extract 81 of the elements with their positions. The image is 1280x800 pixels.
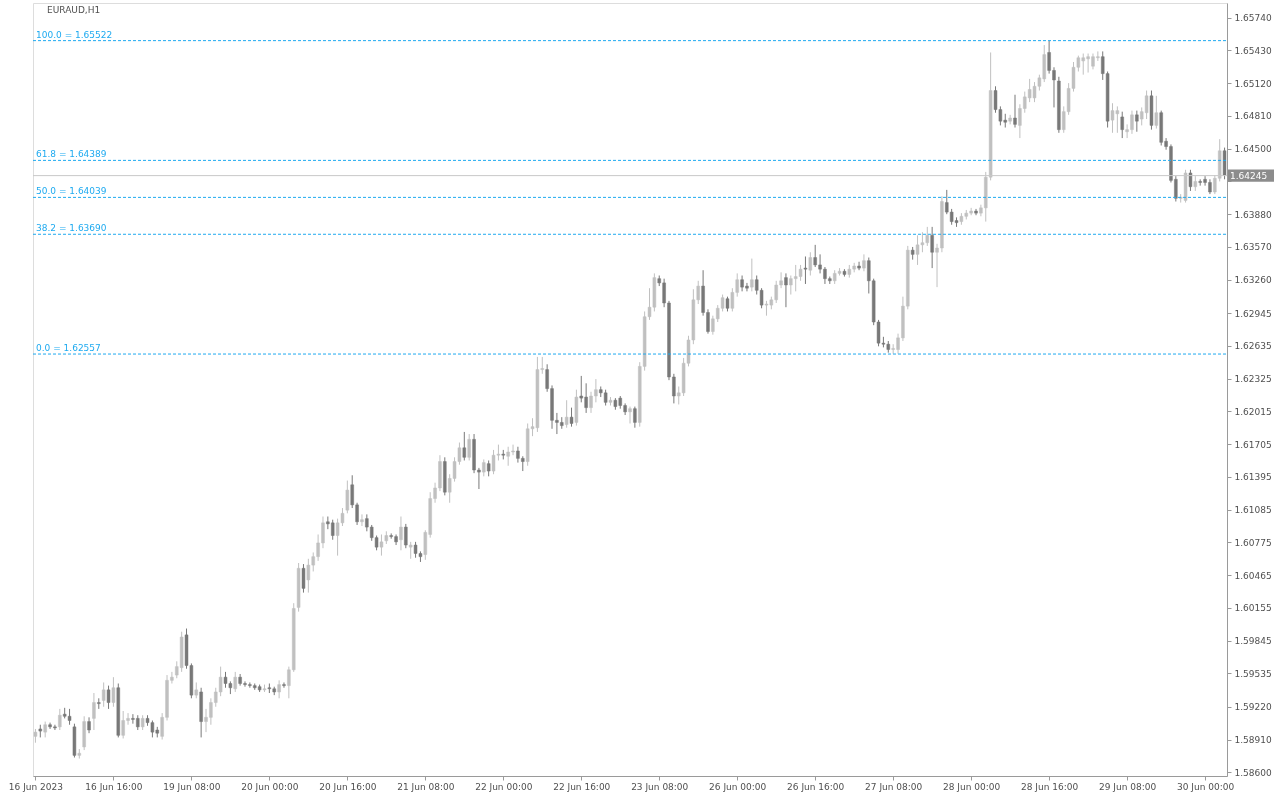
y-tick-label: 1.58600 xyxy=(1234,767,1272,778)
candlestick xyxy=(233,671,237,693)
candlestick xyxy=(106,685,111,710)
candlestick xyxy=(462,431,467,461)
x-tick-label: 19 Jun 08:00 xyxy=(163,781,221,792)
candlestick xyxy=(1110,102,1115,134)
y-tick-label: 1.65740 xyxy=(1234,13,1272,24)
y-tick-label: 1.60155 xyxy=(1234,603,1272,614)
candlestick xyxy=(101,681,106,708)
x-tick-label: 23 Jun 08:00 xyxy=(631,781,689,792)
candlestick xyxy=(1154,95,1159,130)
y-tick-label: 1.65430 xyxy=(1234,45,1272,56)
ref-line-label: 100.0 = 1.65522 xyxy=(36,29,113,40)
y-tick-label: 1.64500 xyxy=(1234,144,1272,155)
x-tick-label: 21 Jun 08:00 xyxy=(397,781,455,792)
y-tick-label: 1.59220 xyxy=(1234,702,1272,713)
ref-line-label: 0.0 = 1.62557 xyxy=(36,343,101,354)
candlestick xyxy=(345,480,350,514)
candlestick xyxy=(1120,111,1124,139)
chart-title: EURAUD,H1 xyxy=(47,5,101,15)
y-tick-label: 1.65120 xyxy=(1234,78,1272,89)
y-tick-label: 1.58910 xyxy=(1234,735,1272,746)
y-tick-label: 1.63880 xyxy=(1234,209,1272,220)
candlestick xyxy=(277,679,281,699)
x-tick-label: 16 Jun 16:00 xyxy=(85,781,143,792)
x-tick-label: 29 Jun 08:00 xyxy=(1099,781,1157,792)
x-tick-label: 28 Jun 16:00 xyxy=(1021,781,1079,792)
x-tick-label: 22 Jun 00:00 xyxy=(475,781,533,792)
y-tick-label: 1.62015 xyxy=(1234,406,1272,417)
candlestick xyxy=(628,406,632,424)
y-tick-label: 1.60775 xyxy=(1234,537,1272,548)
y-tick-label: 1.59845 xyxy=(1234,636,1272,647)
ref-line-label: 1.64245 xyxy=(1230,170,1268,181)
y-tick-label: 1.62325 xyxy=(1234,374,1272,385)
y-tick-label: 1.60465 xyxy=(1234,570,1272,581)
x-tick-label: 22 Jun 16:00 xyxy=(553,781,611,792)
ref-line-label: 50.0 = 1.64039 xyxy=(36,186,107,197)
x-tick-label: 28 Jun 00:00 xyxy=(943,781,1001,792)
candlestick xyxy=(633,406,637,429)
candlestick xyxy=(784,272,788,308)
candlestick xyxy=(379,533,384,557)
y-tick-label: 1.63260 xyxy=(1234,275,1272,286)
candlestick xyxy=(306,558,311,594)
candlestick xyxy=(467,433,471,461)
y-tick-label: 1.61705 xyxy=(1234,439,1272,450)
y-tick-label: 1.59535 xyxy=(1234,668,1272,679)
candlestick xyxy=(803,255,808,285)
x-tick-label: 16 Jun 2023 xyxy=(8,781,64,792)
candlestick xyxy=(282,681,286,689)
candlestick xyxy=(750,258,754,292)
y-tick-label: 1.62945 xyxy=(1234,308,1272,319)
y-tick-label: 1.64810 xyxy=(1234,111,1272,122)
candlestick xyxy=(1144,90,1149,120)
candlestick xyxy=(857,261,861,271)
candlestick xyxy=(808,251,813,276)
ref-line-label: 38.2 = 1.63690 xyxy=(36,223,107,234)
x-tick-label: 30 Jun 00:00 xyxy=(1176,781,1235,792)
candlestick xyxy=(1032,81,1037,103)
x-tick-label: 20 Jun 16:00 xyxy=(319,781,377,792)
candlestick xyxy=(930,226,934,269)
candlestick xyxy=(92,692,96,731)
candlestick xyxy=(301,563,306,594)
x-tick-label: 20 Jun 00:00 xyxy=(241,781,299,792)
x-tick-label: 26 Jun 16:00 xyxy=(787,781,845,792)
y-tick-label: 1.61085 xyxy=(1234,505,1272,516)
candlestick xyxy=(1135,110,1139,133)
candlestick xyxy=(564,399,569,429)
candlestick xyxy=(404,523,408,549)
candlestick xyxy=(862,253,866,272)
candlestick xyxy=(58,708,62,731)
y-tick-label: 1.63570 xyxy=(1234,242,1272,253)
candlestick xyxy=(111,676,116,708)
candlestick xyxy=(399,516,403,551)
candlestick xyxy=(569,407,574,428)
ref-line-label: 61.8 = 1.64389 xyxy=(36,149,107,160)
x-tick-label: 27 Jun 08:00 xyxy=(865,781,923,792)
x-tick-label: 26 Jun 00:00 xyxy=(709,781,767,792)
y-tick-label: 1.62635 xyxy=(1234,341,1272,352)
candlestick xyxy=(360,513,364,527)
candlestick xyxy=(1013,94,1017,129)
y-tick-label: 1.61395 xyxy=(1234,472,1272,483)
